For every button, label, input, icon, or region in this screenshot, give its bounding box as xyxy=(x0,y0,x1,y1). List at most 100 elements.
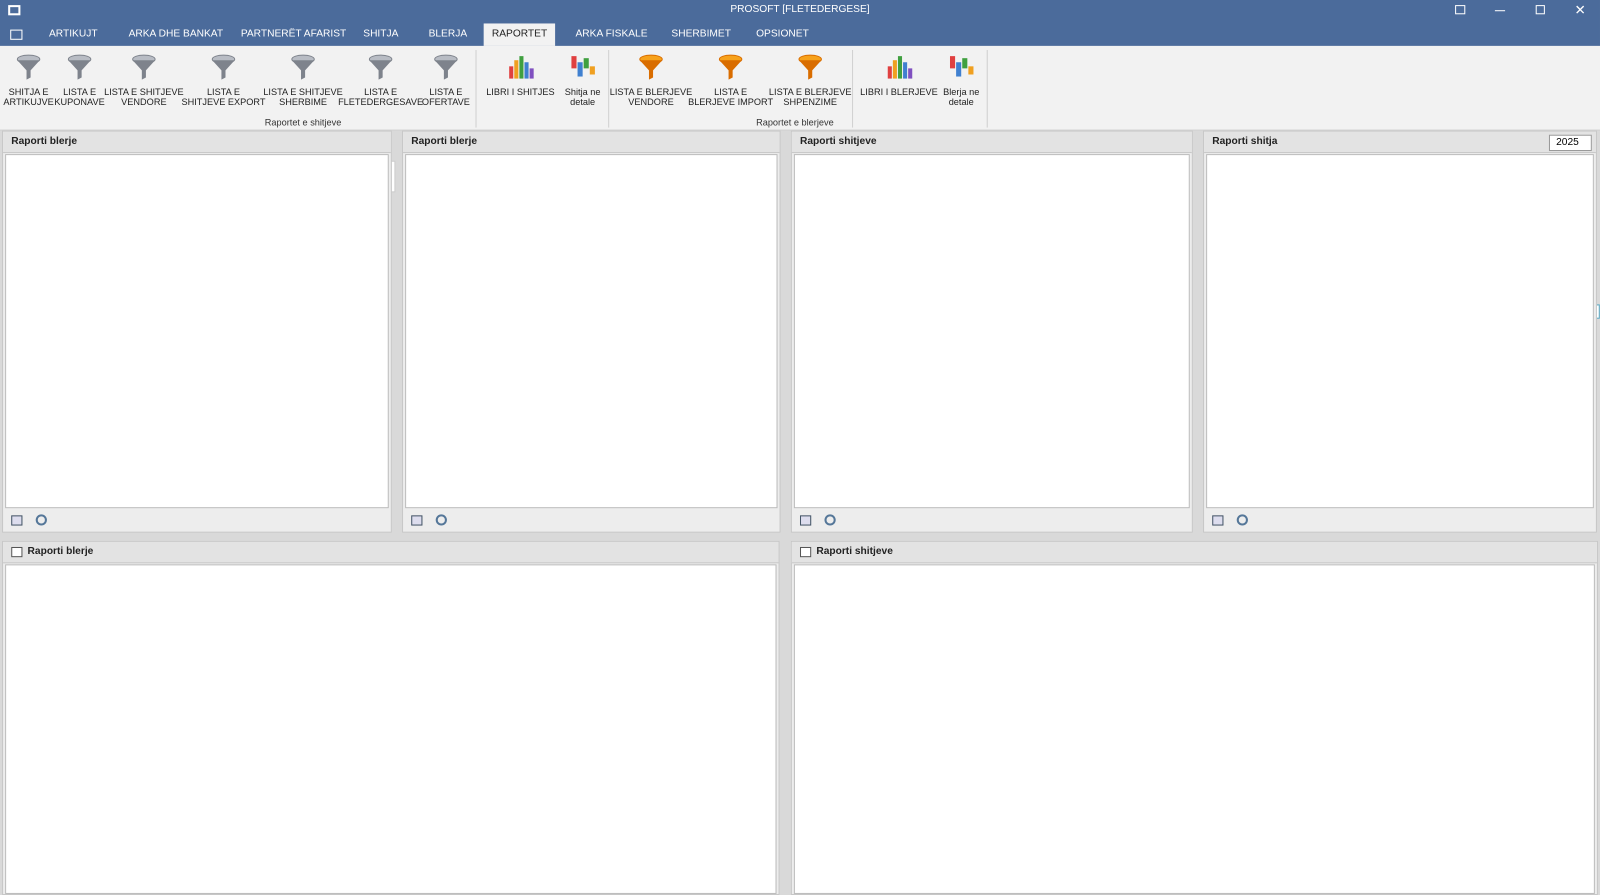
button-label: VENDORE xyxy=(121,96,167,108)
ribbon-button[interactable]: LISTA E OFERTAVE xyxy=(403,50,489,113)
ribbon-button[interactable]: LISTA E SHITJEVE EXPORT xyxy=(181,50,267,113)
button-label: ARTIKUJVE xyxy=(3,96,54,108)
ribbon-button[interactable]: LISTA E BLERJEVE IMPORT xyxy=(688,50,774,113)
close-button[interactable]: ✕ xyxy=(1574,2,1586,18)
icon-bar xyxy=(514,60,519,79)
icon-bar xyxy=(524,62,529,79)
ribbon: Raportet e shitjeve SHITJA E ARTIKUJVE LIST… xyxy=(0,45,1600,131)
refresh-button[interactable] xyxy=(1236,514,1248,526)
panel: Raporti blerje xyxy=(2,540,780,895)
icon-bar xyxy=(897,56,903,79)
button-label: LISTA E SHITJEVE xyxy=(263,86,343,97)
button-label: KUPONAVE xyxy=(54,96,105,108)
button-label: LISTA E xyxy=(206,86,240,97)
button-label: SHPENZIME xyxy=(783,96,837,108)
button-label: LISTA E xyxy=(714,86,748,97)
button-icon xyxy=(639,54,663,80)
menu-button[interactable] xyxy=(10,29,23,40)
print-button[interactable] xyxy=(11,515,23,526)
icon-bar xyxy=(589,66,595,75)
button-icon xyxy=(16,54,41,80)
funnel-body xyxy=(212,60,235,80)
separator xyxy=(986,50,988,128)
panel-title: Raporti blerje xyxy=(3,131,391,154)
ribbon-button[interactable]: LISTA E BLERJEVE SHPENZIME xyxy=(767,50,853,113)
ribbon-button[interactable]: LISTA E FLETEDERGESAVE xyxy=(338,50,424,113)
funnel-body xyxy=(68,60,91,80)
tab[interactable]: RAPORTET xyxy=(483,23,556,46)
chart-area xyxy=(793,564,1595,894)
print-button[interactable] xyxy=(1212,515,1224,526)
button-icon xyxy=(291,54,315,80)
print-icon[interactable] xyxy=(11,546,23,558)
layout-button[interactable] xyxy=(1455,5,1466,15)
ribbon-button[interactable]: Shitja ne detale xyxy=(540,50,626,113)
button-label: SHERBIME xyxy=(279,96,328,108)
tab[interactable]: ARTIKUJT xyxy=(48,28,98,40)
tab[interactable]: PARTNERËT AFARIST xyxy=(240,28,347,40)
app-icon[interactable] xyxy=(8,5,21,16)
ribbon-button[interactable]: LISTA E SHITJEVE VENDORE xyxy=(101,50,187,113)
icon-bar xyxy=(908,68,913,79)
funnel-body xyxy=(798,60,822,80)
icon-bar xyxy=(509,66,514,79)
ribbon-button[interactable]: LISTA E SHITJEVE SHERBIME xyxy=(260,50,346,113)
button-label: VENDORE xyxy=(628,96,674,108)
tab[interactable]: SHITJA xyxy=(363,28,399,40)
icon-bar xyxy=(903,62,908,79)
button-label: LISTA E xyxy=(63,86,97,97)
tab[interactable]: OPSIONET xyxy=(756,28,809,40)
minimize-button[interactable] xyxy=(1494,10,1506,12)
ribbon-button[interactable]: LIBRI I BLERJEVE xyxy=(856,50,942,113)
print-button[interactable] xyxy=(411,515,423,526)
button-icon xyxy=(132,54,156,80)
year-selector[interactable]: 2025 xyxy=(1548,134,1592,152)
panel-title: Raporti shitja xyxy=(1204,131,1596,154)
icon-bar xyxy=(529,68,534,79)
group-label: Raportet e shitjeve xyxy=(264,117,342,128)
refresh-button[interactable] xyxy=(824,514,836,526)
button-label: LISTA E BLERJEVE xyxy=(768,86,852,97)
panel: Raporti shitja 2025 xyxy=(1203,130,1597,533)
funnel-body xyxy=(17,60,40,80)
tab[interactable]: ARKA FISKALE xyxy=(575,28,648,40)
refresh-button[interactable] xyxy=(35,514,47,526)
separator xyxy=(852,50,854,128)
maximize-button[interactable] xyxy=(1535,5,1545,15)
button-icon xyxy=(887,56,913,79)
window-title: PROSOFT [FLETEDERGESE] xyxy=(730,4,870,16)
button-label: OFERTAVE xyxy=(421,96,470,108)
separator xyxy=(475,50,477,128)
group-label: Raportet e blerjeve xyxy=(756,117,834,128)
refresh-button[interactable] xyxy=(435,514,447,526)
print-button[interactable] xyxy=(799,515,812,526)
button-label: SHITJA E xyxy=(8,86,49,97)
tab[interactable]: ARKA DHE BANKAT xyxy=(128,28,224,40)
ribbon-button[interactable]: SHITJA E ARTIKUJVE xyxy=(0,50,71,113)
icon-bar xyxy=(949,56,956,69)
ribbon-button[interactable]: LIBRI I SHITJES xyxy=(478,50,564,113)
icon-bar xyxy=(519,56,524,79)
button-label: detale xyxy=(570,96,596,108)
tab[interactable]: BLERJA xyxy=(428,28,468,40)
print-icon[interactable] xyxy=(799,546,812,558)
button-icon xyxy=(434,54,458,80)
tab[interactable]: SHERBIMET xyxy=(671,28,731,40)
funnel-body xyxy=(369,60,392,80)
panel-title: Raporti blerje xyxy=(403,131,780,154)
panel: Raporti shitjeve xyxy=(790,540,1598,895)
icon-bar xyxy=(892,60,897,79)
panel-title: Raporti shitjeve xyxy=(791,541,1597,564)
button-label: LIBRI I BLERJEVE xyxy=(860,86,938,97)
icon-bar xyxy=(571,56,577,69)
icon-bar xyxy=(583,58,589,69)
ribbon-button[interactable]: LISTA E BLERJEVE VENDORE xyxy=(608,50,694,113)
ribbon-button[interactable]: LISTA E KUPONAVE xyxy=(37,50,123,113)
button-label: LISTA E BLERJEVE xyxy=(609,86,693,97)
button-label: Blerja ne xyxy=(943,86,980,97)
icon-bar xyxy=(962,58,968,69)
button-label: LIBRI I SHITJES xyxy=(486,86,555,97)
ribbon-button[interactable]: Blerja ne detale xyxy=(918,50,1004,113)
button-icon xyxy=(718,54,743,80)
